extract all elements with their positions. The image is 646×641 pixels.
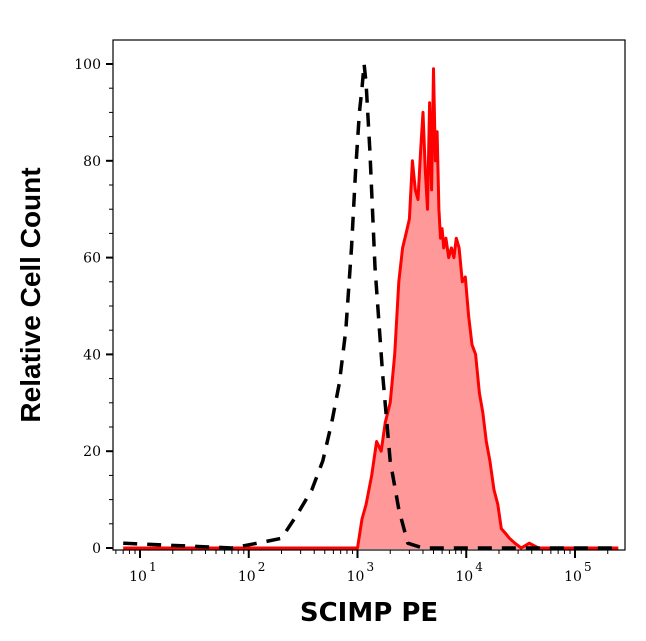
plot-series [123, 62, 619, 550]
x-tick-exponent: 1 [149, 560, 157, 574]
x-tick-label: 10 [238, 569, 256, 585]
control-histogram-line [123, 62, 619, 550]
stained-histogram-line [123, 67, 619, 550]
x-tick-label: 10 [455, 569, 473, 585]
x-tick-label: 10 [564, 569, 582, 585]
y-tick-label: 80 [83, 154, 101, 170]
x-tick-label: 10 [129, 569, 147, 585]
y-axis-ticks: 0 20 40 60 80 100 [74, 57, 113, 557]
plot-frame [112, 39, 626, 551]
y-tick-label: 100 [74, 57, 101, 73]
x-tick-exponent: 3 [367, 560, 375, 574]
x-tick-exponent: 2 [258, 560, 266, 574]
y-tick-label: 60 [83, 251, 101, 267]
x-tick-exponent: 4 [475, 560, 483, 574]
x-tick-label: 10 [347, 569, 365, 585]
x-tick-exponent: 5 [584, 560, 592, 574]
y-tick-label: 20 [83, 444, 101, 460]
y-tick-label: 0 [92, 541, 101, 557]
y-tick-label: 40 [83, 347, 101, 363]
x-axis-label: SCIMP PE [300, 598, 438, 628]
y-axis-label: Relative Cell Count [15, 167, 46, 422]
